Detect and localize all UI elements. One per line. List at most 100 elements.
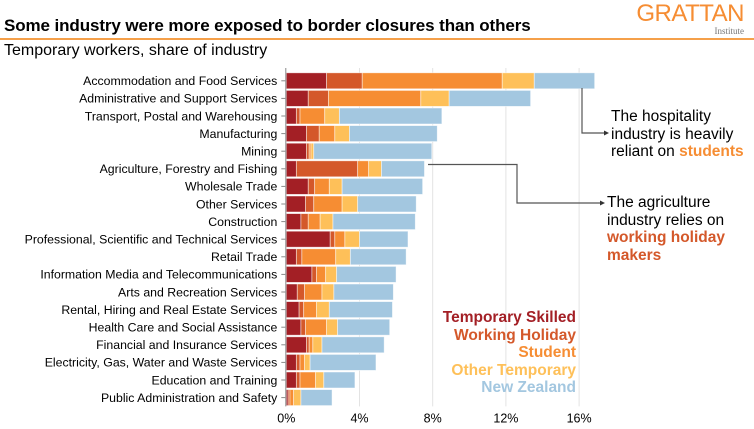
- bar-segment-new-zealand: [332, 213, 416, 231]
- category-label: Rental, Hiring and Real Estate Services: [61, 303, 277, 317]
- legend: Temporary Skilled Working Holiday Studen…: [430, 309, 576, 397]
- category-label: Transport, Postal and Warehousing: [85, 109, 278, 123]
- category-label: Arts and Recreation Services: [118, 285, 277, 299]
- category-label: Other Services: [196, 197, 277, 211]
- legend-other-temporary: Other Temporary: [451, 361, 576, 379]
- bar-segment-working-holiday: [306, 142, 310, 160]
- legend-working-holiday: Working Holiday: [453, 326, 576, 344]
- bar-segment-other-temporary: [420, 90, 450, 107]
- bar-segment-student: [307, 213, 321, 231]
- bar-segment-new-zealand: [341, 177, 424, 195]
- bar-segment-temporary-skilled: [285, 301, 300, 319]
- bar-segment-student: [299, 371, 316, 389]
- category-label: Information Media and Telecommunications: [40, 268, 277, 282]
- category-label: Health Care and Social Assistance: [89, 321, 278, 335]
- hospitality-line-3-text: reliant on: [611, 143, 680, 160]
- bar-segment-other-temporary: [368, 160, 382, 178]
- grattan-logo: GRATTAN Institute: [636, 0, 745, 37]
- bar-segment-temporary-skilled: [285, 90, 309, 107]
- bar-segment-other-temporary: [293, 389, 302, 407]
- category-label: Accommodation and Food Services: [83, 74, 277, 88]
- bar-segment-temporary-skilled: [285, 248, 297, 266]
- bar-segment-other-temporary: [304, 353, 311, 371]
- bar-segment-other-temporary: [324, 107, 340, 125]
- bar-segment-temporary-skilled: [285, 160, 297, 178]
- bar-segment-student: [305, 318, 327, 336]
- bar-segment-other-temporary: [501, 72, 535, 90]
- bar-segment-new-zealand: [349, 248, 407, 266]
- bar-segment-student: [314, 177, 330, 195]
- bar-segment-other-temporary: [319, 213, 334, 231]
- chart-title: Some industry were more exposed to borde…: [4, 16, 531, 35]
- bar-segment-working-holiday: [296, 283, 305, 301]
- agriculture-annotation: The agriculture industry relies on worki…: [607, 194, 725, 264]
- bar-segment-other-temporary: [328, 177, 343, 195]
- bar-segment-temporary-skilled: [285, 283, 298, 301]
- chart-subtitle: Temporary workers, share of industry: [4, 42, 268, 59]
- bar-segment-temporary-skilled: [285, 213, 302, 231]
- bar-segment-working-holiday: [295, 107, 301, 125]
- bar-segment-new-zealand: [349, 125, 438, 142]
- agriculture-highlight-2: makers: [607, 246, 662, 264]
- bar-segment-temporary-skilled: [285, 371, 297, 389]
- category-label: Manufacturing: [199, 127, 277, 141]
- bar-segment-other-temporary: [335, 248, 351, 266]
- bar-segment-student: [303, 301, 317, 319]
- bar-segment-working-holiday: [329, 230, 336, 248]
- bar-segment-student: [304, 283, 323, 301]
- x-tick-label: 16%: [567, 411, 592, 425]
- agriculture-highlight-1: working holiday: [607, 229, 725, 246]
- category-label: Agriculture, Forestry and Fishing: [100, 162, 278, 176]
- legend-new-zealand: New Zealand: [481, 379, 576, 397]
- bar-segment-other-temporary: [325, 265, 338, 283]
- hospitality-line-3: reliant on students: [611, 143, 744, 161]
- category-label: Wholesale Trade: [185, 180, 277, 194]
- bar-segment-other-temporary: [341, 195, 359, 213]
- agriculture-line-2: industry relies on: [607, 211, 725, 229]
- bar-segment-student: [289, 389, 295, 407]
- bar-segment-new-zealand: [357, 195, 417, 213]
- bar-segment-other-temporary: [316, 301, 330, 319]
- hospitality-line-2: industry is heavily: [611, 125, 734, 143]
- bar-segment-temporary-skilled: [285, 353, 297, 371]
- bar-segment-other-temporary: [326, 318, 338, 336]
- annotation-connectors: [428, 88, 609, 206]
- bar-segment-student: [334, 230, 346, 248]
- hospitality-arrowhead: [604, 130, 609, 136]
- bar-segment-temporary-skilled: [285, 107, 297, 125]
- bar-segment-working-holiday: [295, 160, 359, 178]
- bar-segment-new-zealand: [323, 371, 356, 389]
- bar-segment-new-zealand: [328, 301, 393, 319]
- bar-segment-new-zealand: [381, 160, 425, 178]
- bar-segment-new-zealand: [321, 336, 385, 354]
- bar-segment-student: [357, 160, 370, 178]
- legend-student: Student: [518, 344, 576, 362]
- logo-wordmark: GRATTAN: [636, 0, 744, 27]
- bar-segment-student: [301, 248, 337, 266]
- bar-segment-student: [308, 336, 314, 354]
- bar-segment-temporary-skilled: [285, 265, 313, 283]
- bar-segment-working-holiday: [305, 195, 315, 213]
- bar-segment-working-holiday: [298, 301, 305, 319]
- bar-segment-new-zealand: [448, 90, 532, 107]
- category-label: Education and Training: [152, 373, 278, 387]
- bar-segment-working-holiday: [306, 125, 320, 142]
- bar-segment-student: [316, 265, 327, 283]
- category-label: Retail Trade: [211, 250, 277, 264]
- bar-segment-other-temporary: [334, 125, 350, 142]
- bar-segment-other-temporary: [344, 230, 360, 248]
- bar-segment-new-zealand: [337, 318, 391, 336]
- category-label: Electricity, Gas, Water and Waste Servic…: [45, 356, 278, 370]
- logo-subtext: Institute: [714, 26, 745, 36]
- bar-segment-student: [299, 353, 305, 371]
- bar-segment-temporary-skilled: [285, 125, 307, 142]
- bar-segment-working-holiday: [300, 213, 309, 231]
- bar-segment-temporary-skilled: [285, 230, 331, 248]
- bar-segment-student: [361, 72, 503, 90]
- bar-segment-student: [299, 107, 326, 125]
- bar-segment-temporary-skilled: [285, 72, 327, 90]
- bar-segment-working-holiday: [295, 371, 301, 389]
- bar-segment-working-holiday: [306, 336, 310, 354]
- hospitality-annotation: The hospitality industry is heavily reli…: [611, 108, 744, 161]
